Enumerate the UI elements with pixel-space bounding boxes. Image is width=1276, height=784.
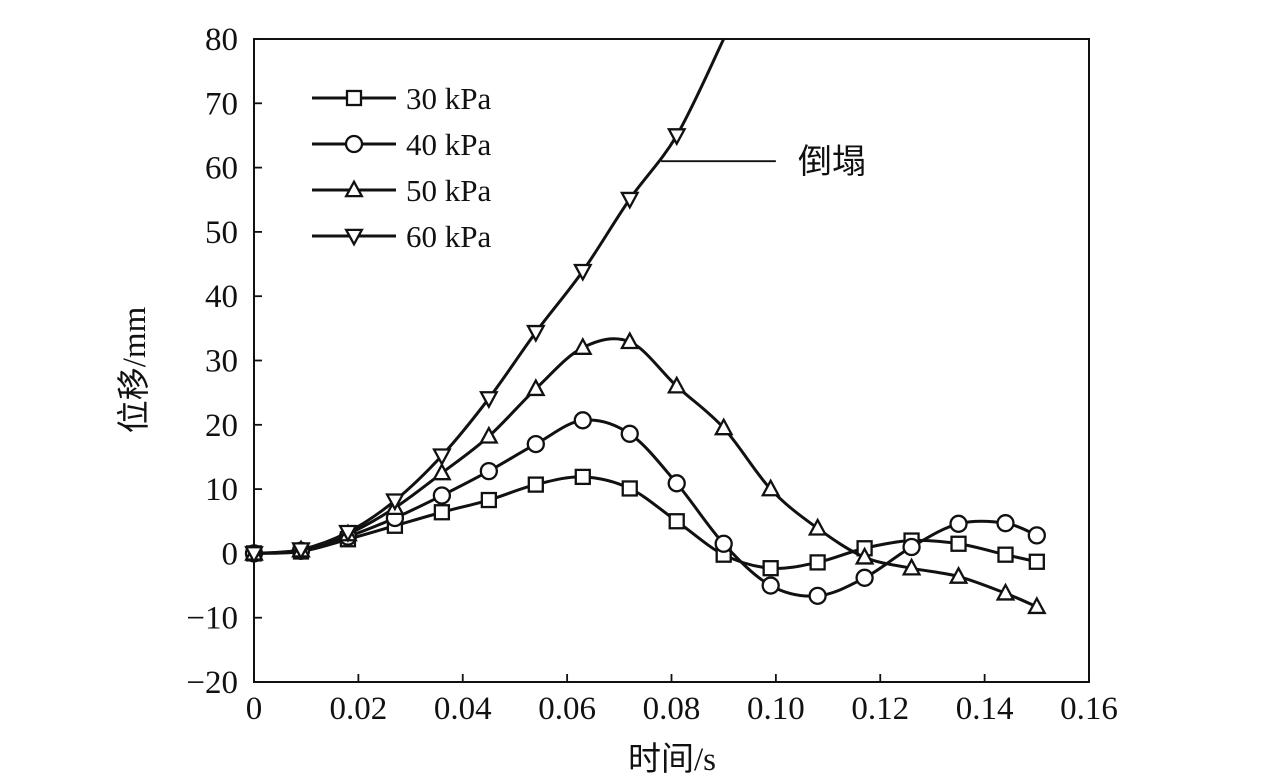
legend-item: 40 kPa: [312, 127, 491, 162]
legend-marker: [344, 228, 364, 247]
data-point: [385, 493, 405, 512]
series-line: [253, 337, 1038, 609]
legend-label: 30 kPa: [406, 81, 491, 116]
x-tick-label: 0.04: [434, 691, 492, 727]
data-point: [901, 557, 922, 576]
data-point: [808, 586, 827, 605]
data-point: [1027, 526, 1046, 545]
data-point: [526, 378, 546, 397]
data-point: [762, 560, 779, 577]
data-point: [432, 448, 452, 467]
legend-label: 50 kPa: [406, 173, 491, 208]
x-tick-label: 0.14: [956, 691, 1014, 727]
y-tick-label: 60: [205, 151, 238, 187]
data-point: [574, 468, 591, 486]
data-point: [666, 375, 687, 394]
data-point: [996, 514, 1015, 533]
data-point: [526, 324, 546, 343]
data-point: [573, 411, 592, 430]
y-axis-label: 位移/mm: [116, 306, 153, 433]
data-point: [807, 517, 828, 536]
data-point: [526, 434, 545, 454]
data-point: [950, 535, 967, 552]
y-tick-label: 40: [205, 279, 238, 315]
data-point: [855, 568, 874, 587]
data-point: [667, 474, 686, 493]
series-60-kpa: [244, 38, 726, 565]
y-tick-label: −20: [186, 665, 238, 701]
y-tick-label: 10: [205, 472, 238, 508]
data-point: [854, 546, 875, 565]
data-point: [713, 417, 734, 436]
data-point: [432, 486, 452, 505]
data-point: [432, 462, 452, 481]
y-tick-label: 30: [205, 344, 238, 380]
legend-marker: [344, 134, 364, 154]
x-tick-label: 0: [246, 691, 263, 727]
legend-item: 30 kPa: [312, 81, 491, 116]
data-point: [573, 263, 593, 282]
data-point: [997, 546, 1014, 563]
data-point: [809, 554, 826, 571]
data-point: [619, 191, 640, 210]
annotation-label: 倒塌: [798, 142, 866, 182]
data-point: [527, 476, 544, 493]
y-tick-label: 80: [205, 22, 238, 58]
series-40-kpa: [244, 411, 1046, 605]
y-tick-label: −10: [186, 601, 238, 637]
x-tick-label: 0.08: [643, 691, 701, 727]
x-tick-label: 0.10: [747, 691, 805, 727]
x-tick-label: 0.06: [538, 691, 596, 727]
data-point: [338, 524, 358, 543]
data-point: [479, 391, 499, 410]
legend-label: 40 kPa: [406, 127, 491, 162]
legend-marker: [345, 89, 363, 107]
x-axis-label: 时间/s: [628, 742, 716, 778]
data-point: [621, 480, 638, 497]
legend-label: 60 kPa: [406, 219, 491, 254]
data-point: [573, 336, 593, 355]
data-point: [761, 576, 780, 595]
data-point: [244, 546, 264, 565]
data-point: [620, 424, 639, 443]
data-point: [668, 513, 685, 530]
data-point: [902, 537, 921, 557]
x-tick-label: 0.02: [330, 691, 388, 727]
legend-item: 60 kPa: [312, 219, 491, 254]
data-point: [433, 504, 451, 521]
data-point: [1027, 596, 1047, 615]
data-point: [480, 491, 497, 509]
data-point: [479, 461, 498, 481]
data-point: [479, 425, 499, 444]
data-point: [949, 514, 968, 533]
data-point: [666, 128, 687, 147]
x-tick-label: 0.12: [851, 691, 909, 727]
x-tick-label: 0.16: [1060, 691, 1118, 727]
y-tick-label: 0: [222, 536, 239, 572]
y-tick-label: 20: [205, 408, 238, 444]
data-point: [995, 582, 1016, 601]
data-point: [714, 534, 733, 553]
legend-marker: [344, 179, 364, 198]
legend-item: 50 kPa: [312, 173, 491, 208]
data-point: [291, 542, 311, 561]
data-point: [948, 565, 969, 584]
y-tick-label: 50: [205, 215, 238, 251]
data-point: [619, 331, 640, 350]
y-tick-label: 70: [205, 86, 238, 122]
data-point: [760, 478, 781, 497]
series-50-kpa: [244, 331, 1047, 615]
data-point: [1028, 553, 1045, 570]
